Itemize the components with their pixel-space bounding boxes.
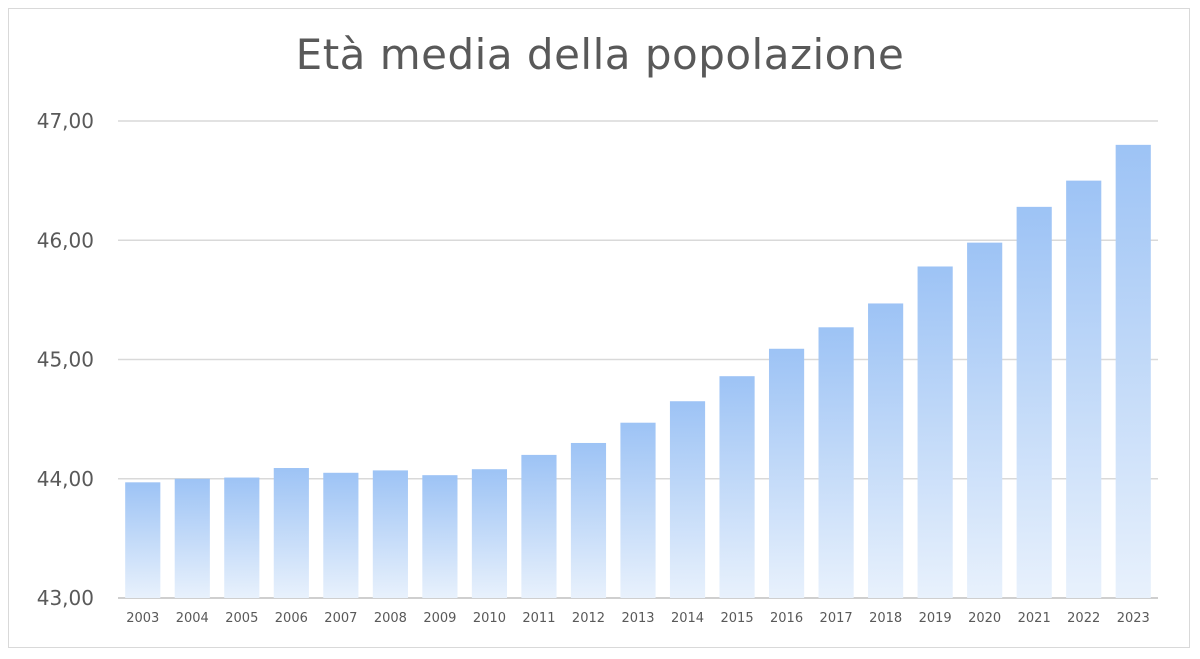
x-tick-label: 2020 bbox=[968, 611, 1001, 626]
bar-2003 bbox=[125, 482, 161, 598]
bar-2010 bbox=[471, 469, 508, 598]
bar-2005 bbox=[224, 477, 260, 598]
x-tick-label: 2023 bbox=[1117, 611, 1150, 626]
bars bbox=[125, 144, 1151, 599]
x-tick-label: 2011 bbox=[522, 611, 555, 626]
bar-2020 bbox=[967, 242, 1003, 598]
x-tick-label: 2010 bbox=[473, 611, 506, 626]
bar-2011 bbox=[521, 454, 557, 598]
x-tick-label: 2007 bbox=[324, 611, 357, 626]
y-tick-label: 47,00 bbox=[37, 109, 94, 133]
bar-2018 bbox=[868, 303, 904, 598]
y-tick-label: 44,00 bbox=[37, 467, 94, 491]
y-tick-label: 45,00 bbox=[37, 348, 94, 372]
x-tick-label: 2005 bbox=[225, 611, 258, 626]
x-axis: 2003 2004 2005 2006 2007 2008 2009 2010 2011 2012… bbox=[126, 611, 1150, 626]
x-tick-label: 2022 bbox=[1067, 611, 1100, 626]
bar-2006 bbox=[273, 468, 309, 598]
x-tick-label: 2014 bbox=[671, 611, 704, 626]
bar-2022 bbox=[1066, 180, 1102, 598]
x-tick-label: 2008 bbox=[374, 611, 407, 626]
bar-2014 bbox=[669, 401, 706, 598]
x-tick-label: 2016 bbox=[770, 611, 803, 626]
bar-2023 bbox=[1115, 144, 1151, 598]
x-tick-label: 2017 bbox=[820, 611, 853, 626]
x-tick-label: 2015 bbox=[721, 611, 754, 626]
x-tick-label: 2013 bbox=[621, 611, 654, 626]
chart-title: Età media della popolazione bbox=[295, 30, 905, 79]
x-tick-label: 2006 bbox=[275, 611, 308, 626]
x-tick-label: 2009 bbox=[423, 611, 456, 626]
bar-2013 bbox=[620, 422, 656, 598]
y-tick-label: 43,00 bbox=[37, 586, 94, 610]
bar-2019 bbox=[917, 266, 953, 598]
bar-2007 bbox=[323, 472, 359, 598]
bar-2012 bbox=[570, 442, 607, 598]
y-tick-label: 46,00 bbox=[37, 228, 94, 252]
y-axis: 43,00 44,00 45,00 46,00 47,00 bbox=[37, 109, 94, 610]
x-tick-label: 2012 bbox=[572, 611, 605, 626]
x-tick-label: 2003 bbox=[126, 611, 159, 626]
bar-2021 bbox=[1016, 206, 1052, 599]
bar-2016 bbox=[768, 348, 805, 598]
x-tick-label: 2004 bbox=[176, 611, 209, 626]
x-tick-label: 2021 bbox=[1018, 611, 1051, 626]
bar-2017 bbox=[818, 327, 854, 598]
bar-2015 bbox=[719, 376, 755, 598]
bar-2008 bbox=[372, 470, 408, 598]
bar-2004 bbox=[174, 478, 210, 598]
bar-2009 bbox=[422, 475, 458, 598]
x-tick-label: 2018 bbox=[869, 611, 902, 626]
x-tick-label: 2019 bbox=[919, 611, 952, 626]
